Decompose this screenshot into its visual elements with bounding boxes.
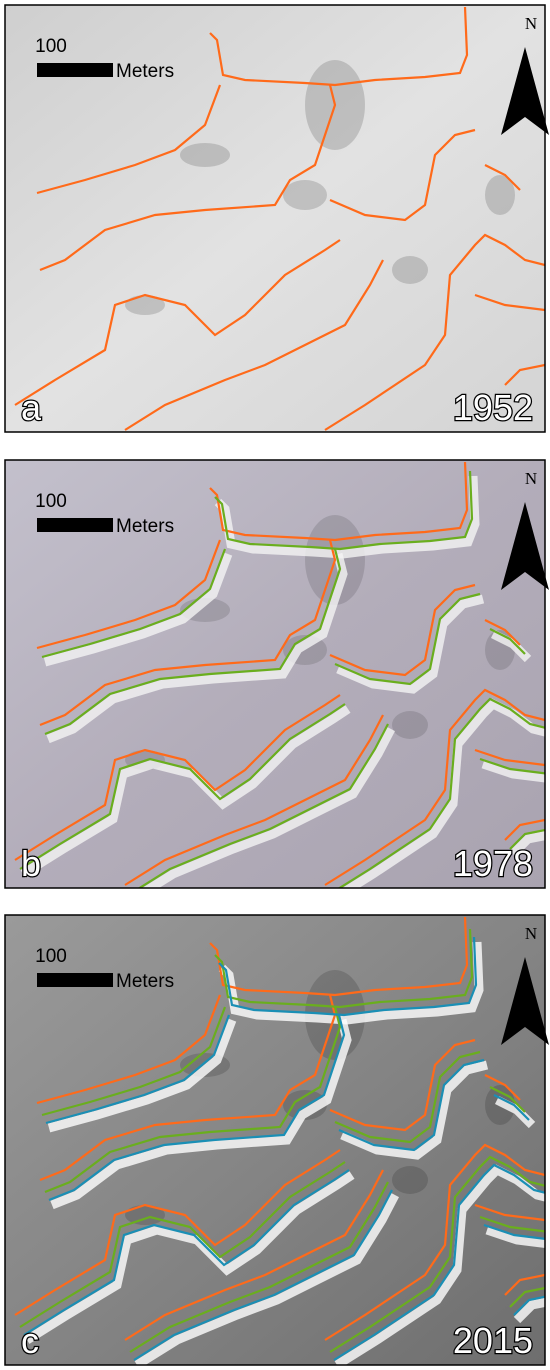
terrain-shadow	[283, 180, 327, 210]
panel-year: 1952	[453, 387, 533, 428]
map-panel: 100 Meters Nb 1978	[5, 460, 550, 899]
panel-label: a	[21, 387, 42, 428]
terrain-shadow	[392, 256, 428, 284]
scale-value: 100	[35, 36, 67, 57]
north-label: N	[525, 14, 537, 33]
scale-bar	[37, 518, 113, 532]
terrain-shadow	[392, 711, 428, 739]
scale-unit: Meters	[116, 516, 174, 537]
scale-bar	[37, 973, 113, 987]
scale-bar	[37, 63, 113, 77]
panel-label: c	[21, 1320, 39, 1361]
scale-value: 100	[35, 946, 67, 967]
panel-year: 2015	[453, 1320, 533, 1361]
panel-label: b	[21, 843, 41, 884]
terrain-shadow	[392, 1166, 428, 1194]
scale-unit: Meters	[116, 61, 174, 82]
scale-value: 100	[35, 491, 67, 512]
map-panel: 100 Meters Na 1952	[5, 5, 549, 432]
map-panel: 100 Meters Nc 2015	[5, 915, 550, 1365]
scale-unit: Meters	[116, 971, 174, 992]
north-label: N	[525, 924, 537, 943]
panel-year: 1978	[453, 843, 533, 884]
terrain-shadow	[180, 143, 230, 167]
north-label: N	[525, 469, 537, 488]
figure: 100 Meters Na 1952 100 Meters Nb 1978 100 Meters N…	[0, 0, 550, 1370]
